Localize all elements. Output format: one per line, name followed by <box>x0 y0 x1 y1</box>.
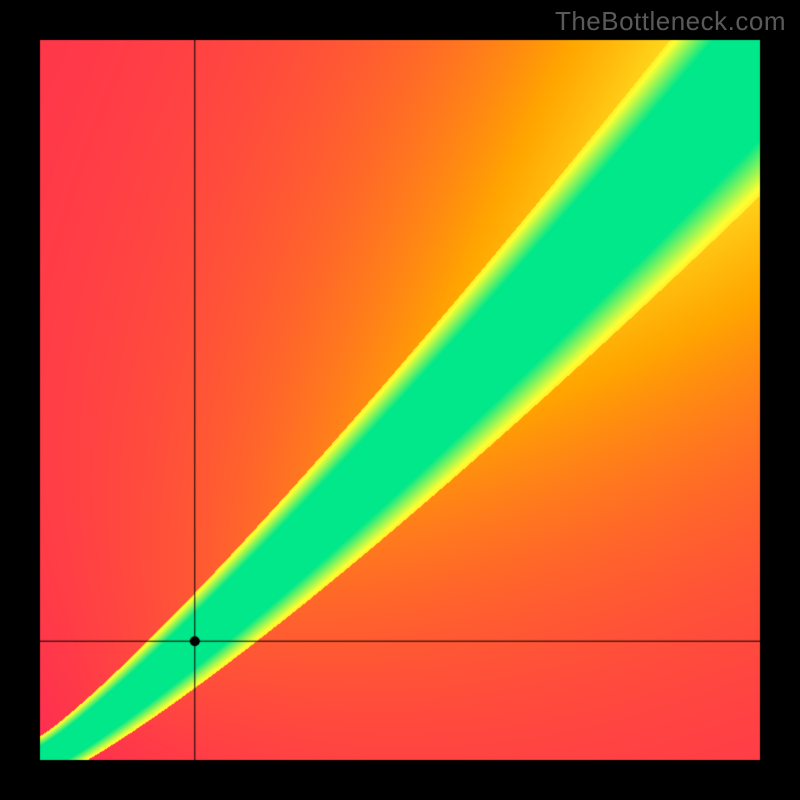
watermark-label: TheBottleneck.com <box>555 6 786 37</box>
chart-frame: TheBottleneck.com <box>0 0 800 800</box>
heatmap-canvas <box>0 0 800 800</box>
